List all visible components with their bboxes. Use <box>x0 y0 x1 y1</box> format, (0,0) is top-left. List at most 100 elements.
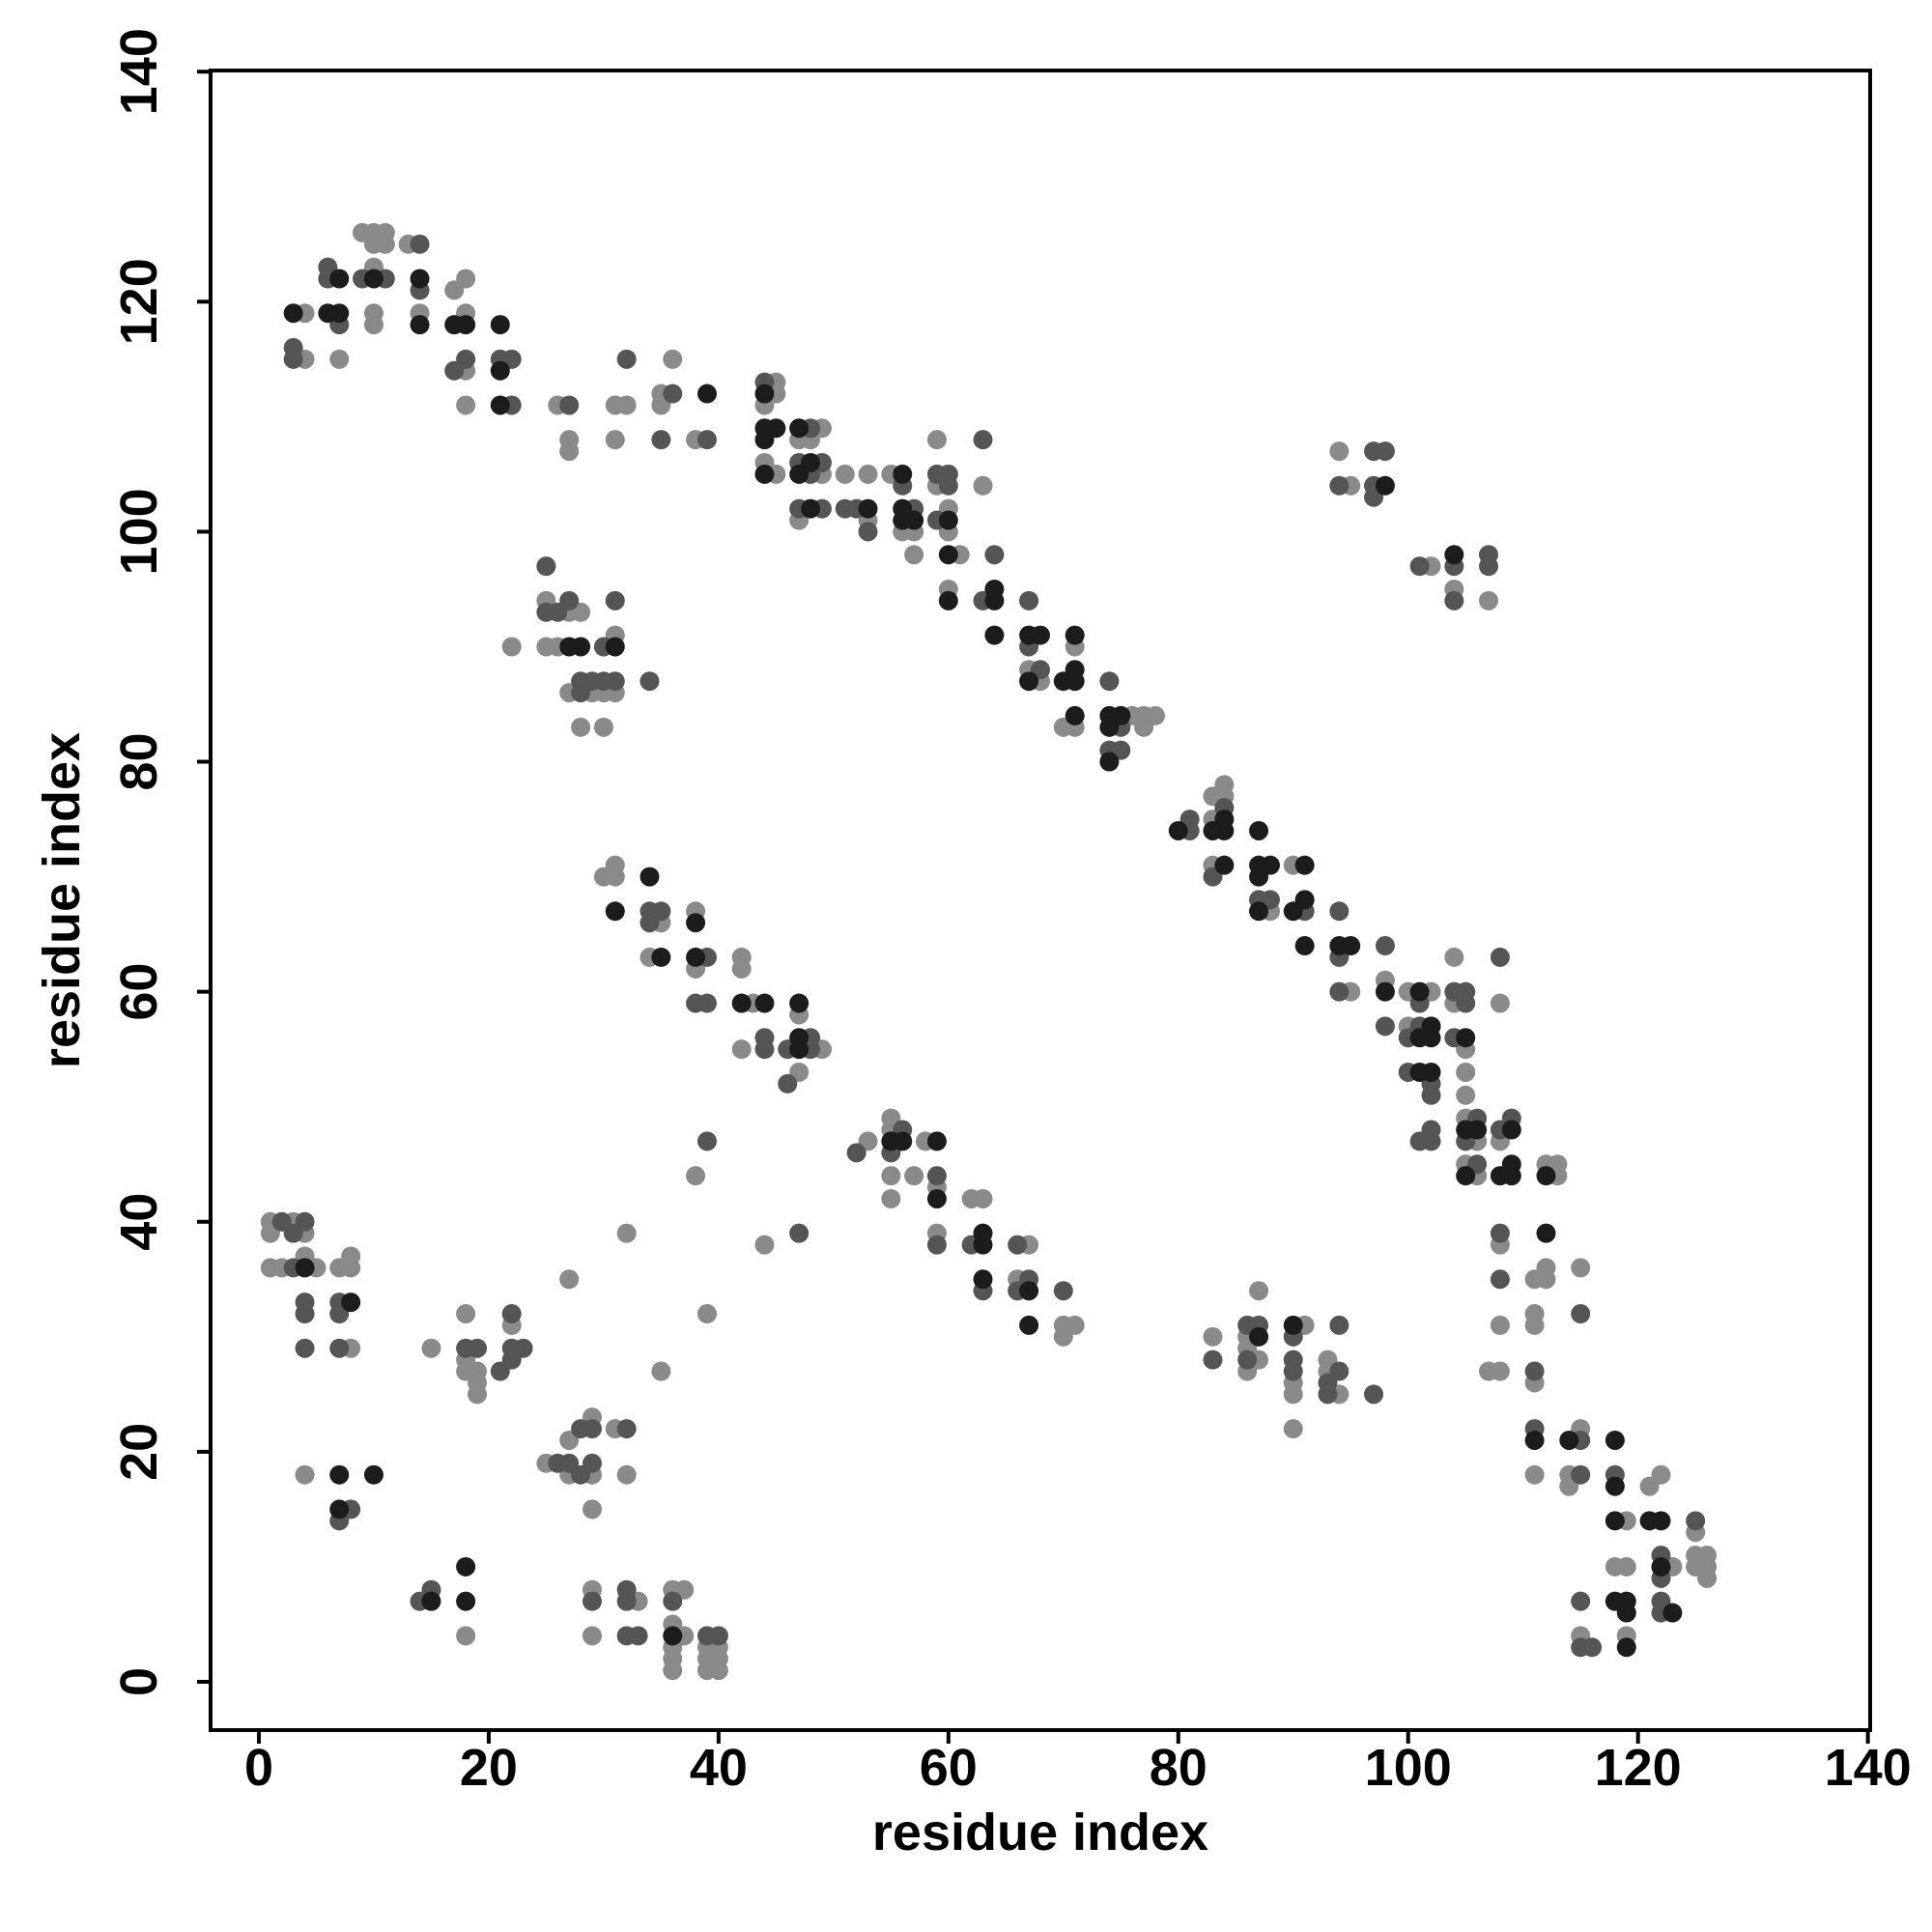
point <box>1605 1476 1625 1496</box>
point <box>696 430 717 450</box>
point <box>410 234 430 254</box>
point <box>1375 1016 1395 1037</box>
point <box>616 1223 637 1243</box>
point <box>1456 1166 1476 1186</box>
point <box>582 1453 602 1473</box>
point <box>295 1338 315 1358</box>
point <box>1479 556 1499 577</box>
point <box>468 1384 488 1405</box>
point <box>938 545 958 565</box>
point <box>1571 1304 1591 1324</box>
point <box>1214 820 1235 840</box>
point <box>456 349 476 369</box>
x-tick-label: 100 <box>1365 1739 1452 1797</box>
point <box>1329 901 1350 922</box>
point <box>410 315 430 335</box>
point <box>1501 1120 1521 1140</box>
point <box>1559 1430 1579 1450</box>
point <box>456 1556 476 1577</box>
point <box>1651 1556 1671 1577</box>
point <box>731 1039 752 1060</box>
point <box>1283 1361 1303 1381</box>
point <box>1375 936 1395 956</box>
point <box>708 1626 728 1646</box>
point <box>1168 820 1188 840</box>
point <box>1605 1511 1625 1531</box>
point <box>1019 1315 1039 1335</box>
point <box>973 1188 993 1208</box>
point <box>639 867 660 887</box>
point <box>1099 671 1120 692</box>
point <box>1490 1361 1510 1381</box>
point <box>731 993 752 1013</box>
point <box>663 1661 683 1681</box>
point <box>696 384 717 404</box>
point <box>329 1499 350 1520</box>
point <box>616 395 637 415</box>
point <box>1203 1350 1223 1370</box>
point <box>329 349 350 369</box>
point <box>559 441 580 462</box>
point <box>1329 441 1350 462</box>
y-tick-label: 0 <box>110 1667 168 1696</box>
point <box>616 1591 637 1611</box>
point <box>1008 1235 1028 1255</box>
point <box>1203 1326 1223 1347</box>
x-tick-label: 40 <box>690 1739 748 1797</box>
point <box>754 1235 775 1255</box>
plot-frame <box>209 69 1872 1732</box>
point <box>295 1464 315 1485</box>
point <box>858 498 878 519</box>
point <box>1571 1591 1591 1611</box>
point <box>881 1166 901 1186</box>
point <box>938 475 958 496</box>
point <box>456 1626 476 1646</box>
point <box>1651 1511 1671 1531</box>
point <box>904 1166 924 1186</box>
point <box>593 717 613 737</box>
point <box>1456 1085 1476 1105</box>
point <box>329 269 350 289</box>
point <box>490 395 510 415</box>
x-tick-label: 60 <box>920 1739 978 1797</box>
point <box>1697 1568 1718 1588</box>
point <box>1444 545 1464 565</box>
point <box>1329 981 1350 1002</box>
point <box>1536 1166 1556 1186</box>
point <box>778 1073 798 1094</box>
point <box>1065 1315 1085 1335</box>
point <box>513 1338 533 1358</box>
y-tick-label: 40 <box>110 1193 168 1251</box>
point <box>1490 947 1510 967</box>
point <box>582 1591 602 1611</box>
point <box>754 464 775 484</box>
point <box>501 637 522 657</box>
y-tick-label: 80 <box>110 732 168 790</box>
point <box>1571 1464 1591 1485</box>
point <box>984 590 1005 611</box>
point <box>1364 1384 1384 1405</box>
point <box>295 1258 315 1278</box>
point <box>1686 1511 1706 1531</box>
point <box>938 510 958 530</box>
point <box>1053 1281 1073 1301</box>
point <box>1490 1269 1510 1290</box>
point <box>1214 855 1235 875</box>
y-axis-title: residue index <box>33 732 91 1068</box>
point <box>1490 1315 1510 1335</box>
point <box>1283 1419 1303 1439</box>
point <box>1249 1281 1269 1301</box>
point <box>295 1211 315 1232</box>
point <box>926 1131 947 1151</box>
point <box>973 430 993 450</box>
point <box>789 418 810 439</box>
point <box>1065 705 1085 725</box>
point <box>341 1258 361 1278</box>
point <box>1456 1028 1476 1048</box>
point <box>1294 936 1315 956</box>
point <box>1571 1258 1591 1278</box>
point <box>651 1361 671 1381</box>
x-tick-label: 20 <box>460 1739 518 1797</box>
point <box>1249 901 1269 922</box>
point <box>731 958 752 979</box>
